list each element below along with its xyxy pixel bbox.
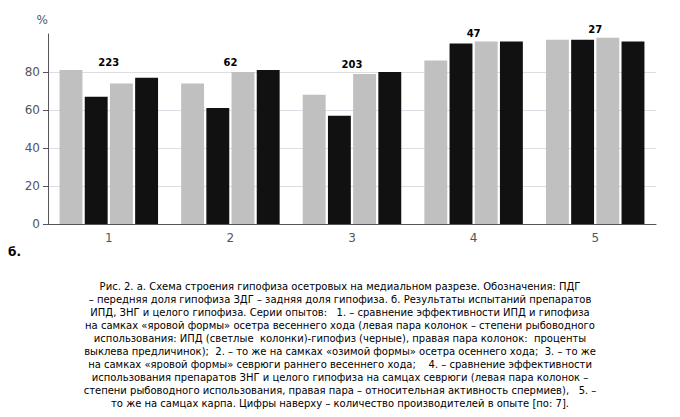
svg-text:3: 3 — [348, 231, 356, 245]
svg-text:ИПД, ЗНГ и целого гипофиза. Се: ИПД, ЗНГ и целого гипофиза. Серии опытов… — [90, 307, 589, 318]
svg-text:4: 4 — [470, 231, 478, 245]
svg-text:223: 223 — [98, 57, 119, 68]
svg-text:использования препаратов ЗНГ и: использования препаратов ЗНГ и целого ги… — [92, 372, 589, 383]
svg-text:20: 20 — [25, 179, 40, 193]
svg-text:5: 5 — [591, 231, 599, 245]
svg-text:использования: ИПД (светлые к: использования: ИПД (светлые колонки)-гип… — [94, 333, 586, 344]
svg-text:на самках «яровой формы» севрю: на самках «яровой формы» севрюги раннего… — [88, 359, 592, 370]
svg-text:– передняя доля гипофиза ЗДГ –: – передняя доля гипофиза ЗДГ – задняя до… — [89, 294, 592, 305]
svg-text:27: 27 — [588, 24, 602, 35]
svg-text:б.: б. — [8, 245, 21, 259]
svg-text:выклева предличинок); 2. – то: выклева предличинок); 2. – то же на самк… — [84, 346, 596, 357]
svg-text:степени рыбоводного использова: степени рыбоводного использования, права… — [84, 385, 597, 396]
svg-text:на самках «яровой формы» осетр: на самках «яровой формы» осетра весеннег… — [85, 320, 595, 331]
svg-text:62: 62 — [223, 57, 237, 68]
svg-text:%: % — [37, 13, 48, 27]
svg-text:60: 60 — [25, 103, 40, 117]
svg-text:80: 80 — [25, 65, 40, 79]
svg-text:2: 2 — [227, 231, 235, 245]
svg-text:40: 40 — [25, 141, 40, 155]
svg-text:0: 0 — [32, 217, 40, 231]
svg-text:203: 203 — [342, 59, 363, 70]
svg-text:1: 1 — [105, 231, 113, 245]
svg-text:то же на самцах карпа. Цифры н: то же на самцах карпа. Цифры наверху – к… — [111, 398, 569, 409]
svg-text:47: 47 — [467, 28, 481, 39]
svg-text:Рис. 2. а. Схема строения гипо: Рис. 2. а. Схема строения гипофиза осетр… — [100, 281, 581, 292]
